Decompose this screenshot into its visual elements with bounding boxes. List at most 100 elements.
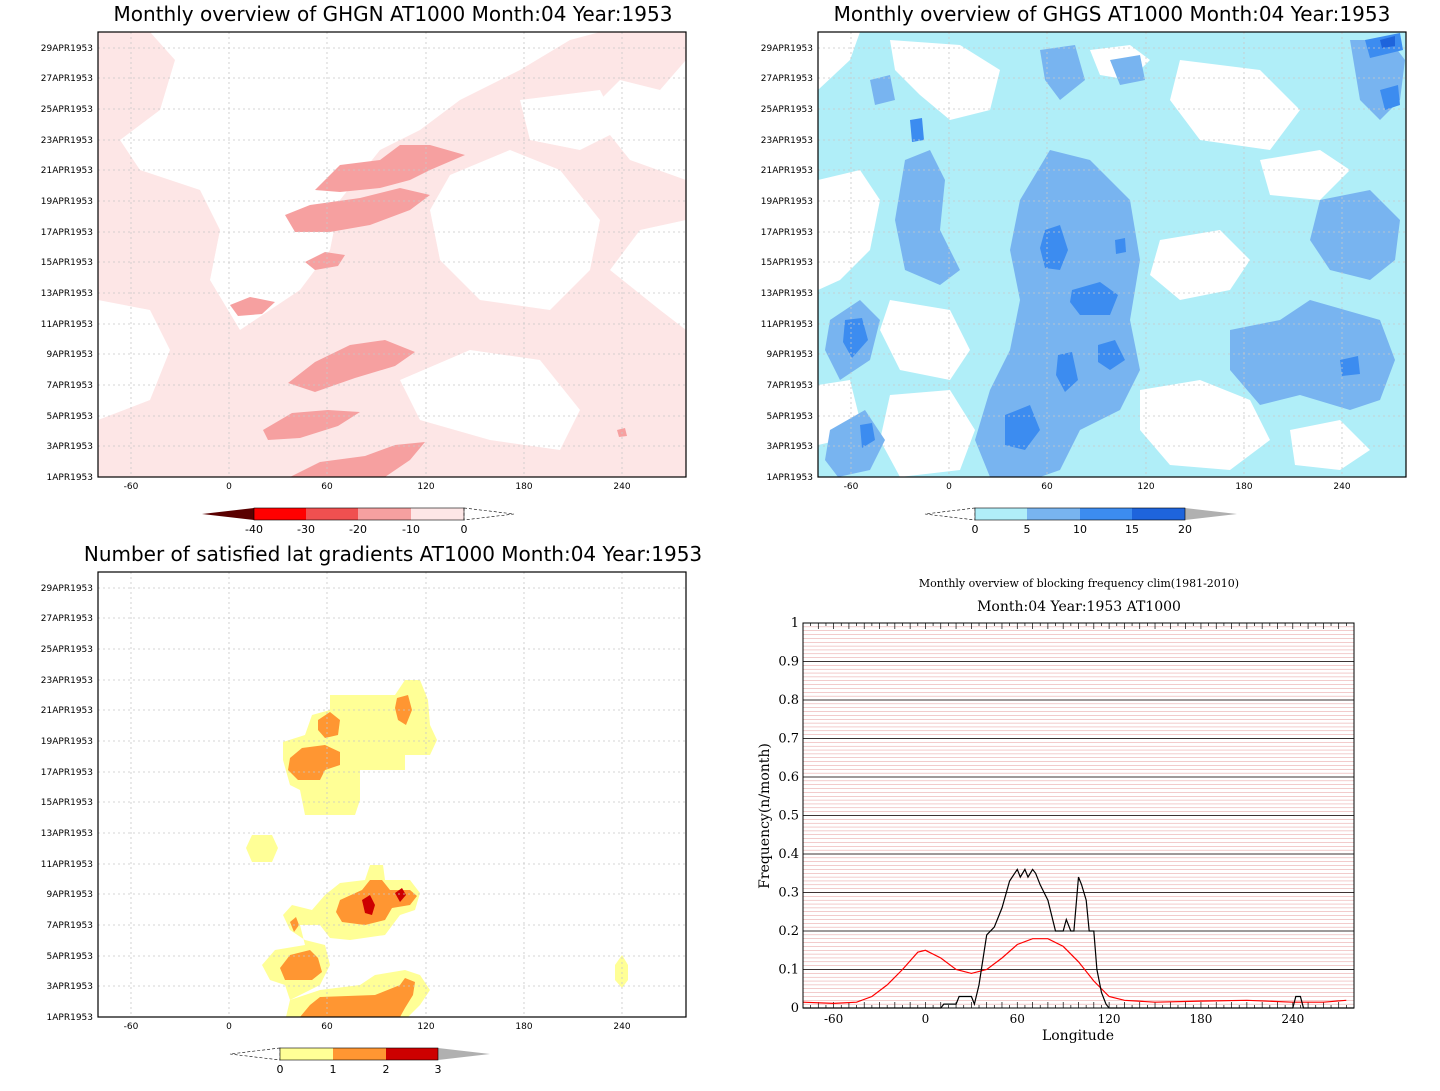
ghgs-plot-frame [817,31,1407,478]
ghgs-ytick-label: 17APR1953 [761,228,813,238]
ghgn-title: Monthly overview of GHGN AT1000 Month:04… [114,2,673,26]
ghgn-ytick-label: 3APR1953 [47,442,93,452]
ghgs-xtick-label: 0 [946,482,952,492]
ghgn-xtick-label: 180 [515,482,532,492]
ghgs-field [818,32,1406,477]
ghgs-ytick-label: 5APR1953 [767,412,813,422]
gradients-colorbar-label: 1 [330,1063,337,1076]
frequency-ytick-label: 0.1 [778,963,799,978]
ghgs-clear-area-10 [880,390,975,477]
ghgs-xtick-label: -60 [844,482,859,492]
ghgn-ytick-label: 25APR1953 [41,105,93,115]
ghgs-x-ticks: -60 0 60 120 180 240 [844,482,1351,492]
ghgs-clear-area-1 [818,32,860,90]
gradients-ytick-label: 29APR1953 [41,584,93,594]
ghgn-ytick-label: 15APR1953 [41,258,93,268]
ghgs-clear-area-7 [1260,150,1350,200]
ghgs-moderate-area-3 [1230,300,1395,410]
ghgs-strong-contour-2 [1070,282,1118,315]
ghgs-colorbar-label: 20 [1178,523,1192,536]
gradients-level2-contour-7 [300,978,415,1017]
frequency-title: Monthly overview of blocking frequency c… [919,577,1239,590]
gradients-ytick-label: 17APR1953 [41,768,93,778]
ghgn-ytick-label: 9APR1953 [47,350,93,360]
ghgs-ytick-label: 25APR1953 [761,105,813,115]
frequency-ytick-label: 0.7 [778,732,799,747]
ghgn-moderate-contour-6 [263,410,360,440]
ghgs-clear-area-6 [1150,230,1250,300]
ghgs-ytick-label: 13APR1953 [761,289,813,299]
ghgs-strong-contour-10 [1380,85,1400,110]
ghgs-panel: Monthly overview of GHGS AT1000 Month:04… [761,2,1407,536]
ghgn-xtick-label: 60 [321,482,333,492]
ghgn-colorbar-lower-extension [202,508,254,520]
ghgn-xtick-label: -60 [124,482,139,492]
frequency-ytick-label: 0.2 [778,924,799,939]
frequency-x-axis-label: Longitude [1042,1028,1114,1044]
gradients-colorbar-label: 2 [383,1063,390,1076]
gradients-ytick-label: 1APR1953 [47,1013,93,1023]
frequency-gridlines [802,622,1355,1009]
ghgn-clear-area-3 [98,300,170,420]
ghgn-colorbar-label: 0 [461,523,468,536]
ghgn-moderate-contour-5 [288,340,415,392]
ghgn-colorbar-bin [254,508,306,520]
ghgs-ytick-label: 1APR1953 [767,473,813,483]
gradients-ytick-label: 27APR1953 [41,614,93,624]
ghgs-xtick-label: 240 [1333,482,1350,492]
gradients-xtick-label: 180 [515,1022,532,1032]
gradients-y-ticks: 1APR1953 3APR1953 5APR1953 7APR1953 9APR… [41,584,93,1023]
ghgs-ytick-label: 29APR1953 [761,44,813,54]
frequency-xtick-label: 180 [1189,1012,1212,1026]
ghgs-colorbar-label: 15 [1125,523,1139,536]
frequency-ytick-label: 0 [791,1001,799,1016]
ghgs-colorbar-label: 0 [972,523,979,536]
ghgn-moderate-contour-3 [305,252,345,270]
gradients-ytick-label: 11APR1953 [41,860,93,870]
ghgn-moderate-contour-2 [285,188,430,232]
gradients-background [98,572,686,1017]
ghgn-colorbar-bin [358,508,411,520]
ghgs-xtick-label: 60 [1041,482,1053,492]
ghgn-ytick-label: 7APR1953 [47,381,93,391]
ghgs-colorbar-bin [1080,508,1132,520]
ghgs-colorbar-bin [1132,508,1185,520]
ghgn-ytick-label: 19APR1953 [41,197,93,207]
ghgn-ytick-label: 21APR1953 [41,166,93,176]
gradients-xtick-label: 240 [613,1022,630,1032]
ghgs-colorbar-lower-extension [924,507,976,521]
ghgs-strong-contour-12 [1115,238,1126,254]
ghgs-colorbar-label: 10 [1073,523,1087,536]
frequency-series [802,868,1354,1009]
frequency-xtick-label: 240 [1281,1012,1304,1026]
gradients-colorbar-upper-extension [438,1048,490,1060]
ghgs-strong-contour-4 [1056,352,1078,392]
frequency-ytick-label: 1 [791,616,799,631]
ghgs-gridlines [818,32,1406,477]
frequency-plot-frame [802,622,1355,1009]
gradients-ytick-label: 19APR1953 [41,737,93,747]
ghgn-ytick-label: 13APR1953 [41,289,93,299]
ghgs-moderate-area-10 [870,75,895,105]
ghgs-xtick-label: 120 [1137,482,1154,492]
frequency-xtick-label: -60 [824,1012,843,1026]
ghgs-colorbar-bin [975,508,1027,520]
ghgn-colorbar: -40 -30 -20 -10 0 [202,507,515,536]
ghgs-colorbar-outline [974,507,1186,521]
gradients-x-ticks: -60 0 60 120 180 240 [124,1022,631,1032]
ghgn-ytick-label: 5APR1953 [47,412,93,422]
ghgn-ytick-label: 11APR1953 [41,320,93,330]
ghgn-y-ticks: 1APR1953 3APR1953 5APR1953 7APR1953 9APR… [41,44,93,483]
ghgn-ytick-label: 1APR1953 [47,473,93,483]
ghgn-xtick-label: 0 [226,482,232,492]
ghgs-ytick-label: 23APR1953 [761,136,813,146]
ghgs-clear-area-2 [890,40,1000,120]
ghgs-strong-contour-6 [843,318,868,358]
ghgs-strong-contour-3 [1098,340,1125,370]
gradients-colorbar-lower-extension [229,1047,281,1061]
frequency-ytick-label: 0.4 [778,847,799,862]
ghgs-very-strong-contour-1 [1380,36,1395,48]
ghgn-plot-frame [97,31,687,478]
ghgs-colorbar-upper-extension [1185,508,1237,520]
